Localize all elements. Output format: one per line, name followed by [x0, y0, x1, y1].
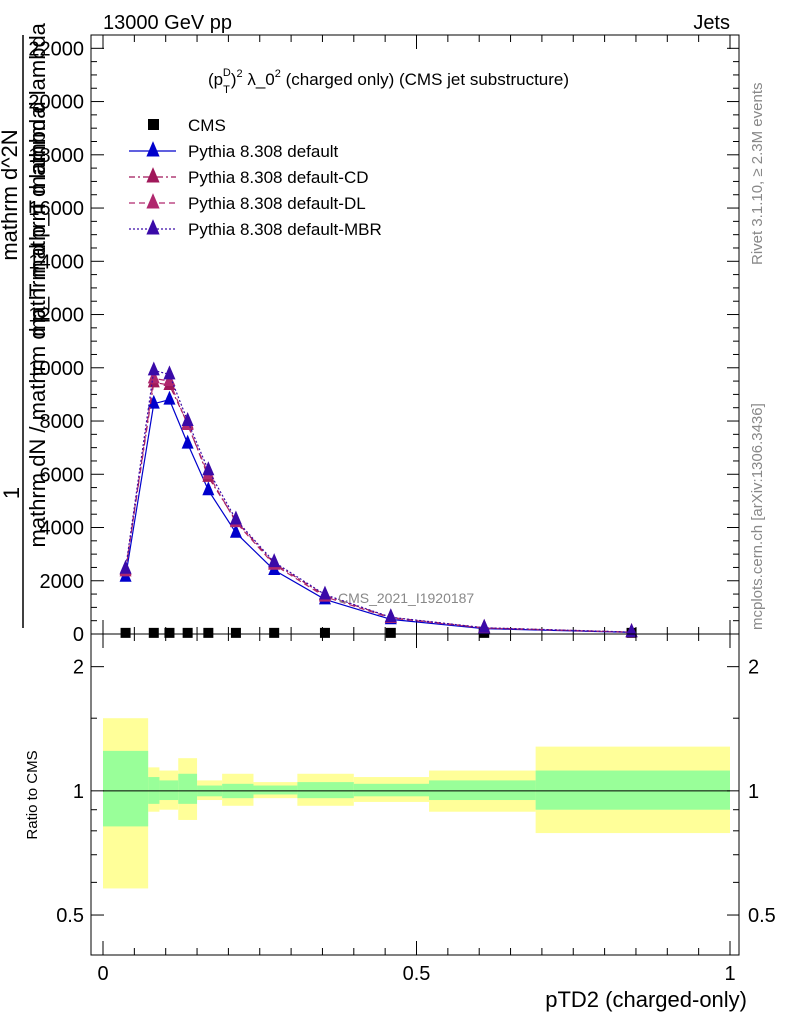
series-point-4: [268, 553, 281, 568]
ratio-y-tick-label: 2: [73, 657, 84, 679]
ratio-inner-band: [159, 780, 179, 801]
ratio-y-tick-label: 0.5: [56, 905, 84, 927]
ylabel-denominator: mathrm dN / mathrm d p_T mathrm d lambda: [25, 106, 50, 548]
legend-marker: [146, 141, 160, 157]
cms-data-point: [230, 627, 241, 638]
ratio-inner-band: [103, 750, 149, 827]
mcplots-label: mcplots.cern.ch [arXiv:1306.3436]: [749, 403, 766, 630]
ylabel-numerator-part: mathrm d p_T mathrm d lambda: [25, 22, 50, 337]
ratio-panel: 0.5 0.51 12 2 0 0.5 1: [56, 633, 776, 985]
plot-title: (pTD)2 λ_02 (charged only) (CMS jet subs…: [208, 67, 569, 96]
ratio-y-tick-label-right: 0.5: [748, 905, 776, 927]
ratio-y-axis: 0.5 0.5 1 1 2 2: [56, 657, 776, 927]
main-y-tick-label: 10000: [28, 358, 84, 380]
cms-data-point: [120, 627, 131, 638]
main-y-tick-label: 6000: [40, 464, 85, 486]
x-tick-label: 1: [724, 963, 735, 985]
cms-data-point: [182, 627, 193, 638]
series-point-1: [163, 390, 176, 405]
series-line-3: [124, 377, 632, 633]
legend-marker: [146, 219, 160, 235]
x-axis-label: pTD2 (charged-only): [545, 987, 747, 1012]
ratio-inner-band: [535, 770, 730, 810]
main-y-tick-label: 0: [73, 624, 84, 646]
cms-data-point: [319, 627, 330, 638]
ratio-inner-band: [253, 785, 298, 795]
cms-data-point: [385, 627, 396, 638]
main-y-tick-label: 14000: [28, 251, 84, 273]
series-point-4: [202, 461, 215, 476]
legend: CMS Pythia 8.308 default Pythia 8.308 defa…: [129, 116, 382, 239]
rivet-label: Rivet 3.1.10, ≥ 2.3M events: [749, 83, 766, 266]
ylabel-one: 1: [0, 487, 24, 499]
main-y-axis: 0 2000 4000 6000 8000 10000 12000 14000 16000 180…: [28, 38, 739, 646]
legend-marker: [146, 167, 160, 183]
ratio-y-tick-label-right: 1: [748, 781, 759, 803]
series-point-4: [384, 608, 397, 623]
x-tick-label: 0: [97, 963, 108, 985]
legend-marker-cms: [148, 119, 159, 130]
main-y-tick-label: 22000: [28, 38, 84, 60]
ratio-x-axis: 0 0.5 1: [97, 634, 736, 985]
header-process-label: 13000 GeV pp: [103, 12, 232, 34]
cms-data-point: [164, 627, 175, 638]
legend-entry-label: CMS: [188, 116, 226, 135]
series-point-1: [229, 523, 242, 538]
ratio-inner-band: [353, 783, 430, 797]
main-panel: 0 2000 4000 6000 8000 10000 12000 14000 16000 180…: [28, 34, 740, 646]
series-point-3: [147, 369, 160, 384]
legend-entry-label: Pythia 8.308 default-DL: [188, 194, 366, 213]
main-y-tick-label: 20000: [28, 92, 84, 114]
main-y-tick-label: 12000: [28, 305, 84, 327]
ratio-inner-band: [429, 780, 536, 801]
series-point-4: [478, 618, 491, 633]
main-y-tick-label: 4000: [40, 518, 85, 540]
legend-entry-label: Pythia 8.308 default: [188, 142, 339, 161]
series-point-4: [181, 412, 194, 426]
series-point-1: [202, 481, 215, 496]
main-series: [119, 361, 638, 638]
ratio-frame: [90, 633, 740, 956]
cms-data-point: [203, 627, 214, 638]
cms-data-point: [148, 627, 159, 638]
header-jets-label: Jets: [693, 12, 730, 34]
ylabel-numerator: mathrm d^2N: [0, 129, 22, 260]
legend-entry-label: Pythia 8.308 default-CD: [188, 168, 369, 187]
main-y-axis-label: 1 mathrm dN / mathrm d p_T mathrm d lamb…: [0, 22, 50, 628]
analysis-watermark: CMS_2021_I1920187: [338, 590, 474, 606]
legend-marker: [146, 193, 160, 209]
ratio-inner-band: [297, 782, 354, 799]
cms-data-point: [269, 627, 280, 638]
series-point-1: [181, 434, 194, 449]
series-point-1: [147, 394, 160, 409]
series-point-4: [229, 510, 242, 525]
series-point-4: [318, 585, 331, 600]
main-y-tick-label: 18000: [28, 145, 84, 167]
main-y-tick-label: 2000: [40, 571, 85, 593]
legend-entry-label: Pythia 8.308 default-MBR: [188, 220, 382, 239]
series-point-4: [163, 365, 176, 380]
main-y-tick-label: 8000: [40, 411, 85, 433]
series-point-4: [119, 559, 132, 574]
ratio-inner-band: [178, 773, 198, 804]
ratio-y-tick-label: 1: [73, 781, 84, 803]
main-y-tick-label: 16000: [28, 198, 84, 220]
ratio-y-tick-label-right: 2: [748, 657, 759, 679]
x-tick-label: 0.5: [403, 963, 431, 985]
ratio-bands: [103, 718, 730, 889]
series-point-4: [147, 361, 160, 376]
ratio-y-label: Ratio to CMS: [24, 750, 41, 839]
